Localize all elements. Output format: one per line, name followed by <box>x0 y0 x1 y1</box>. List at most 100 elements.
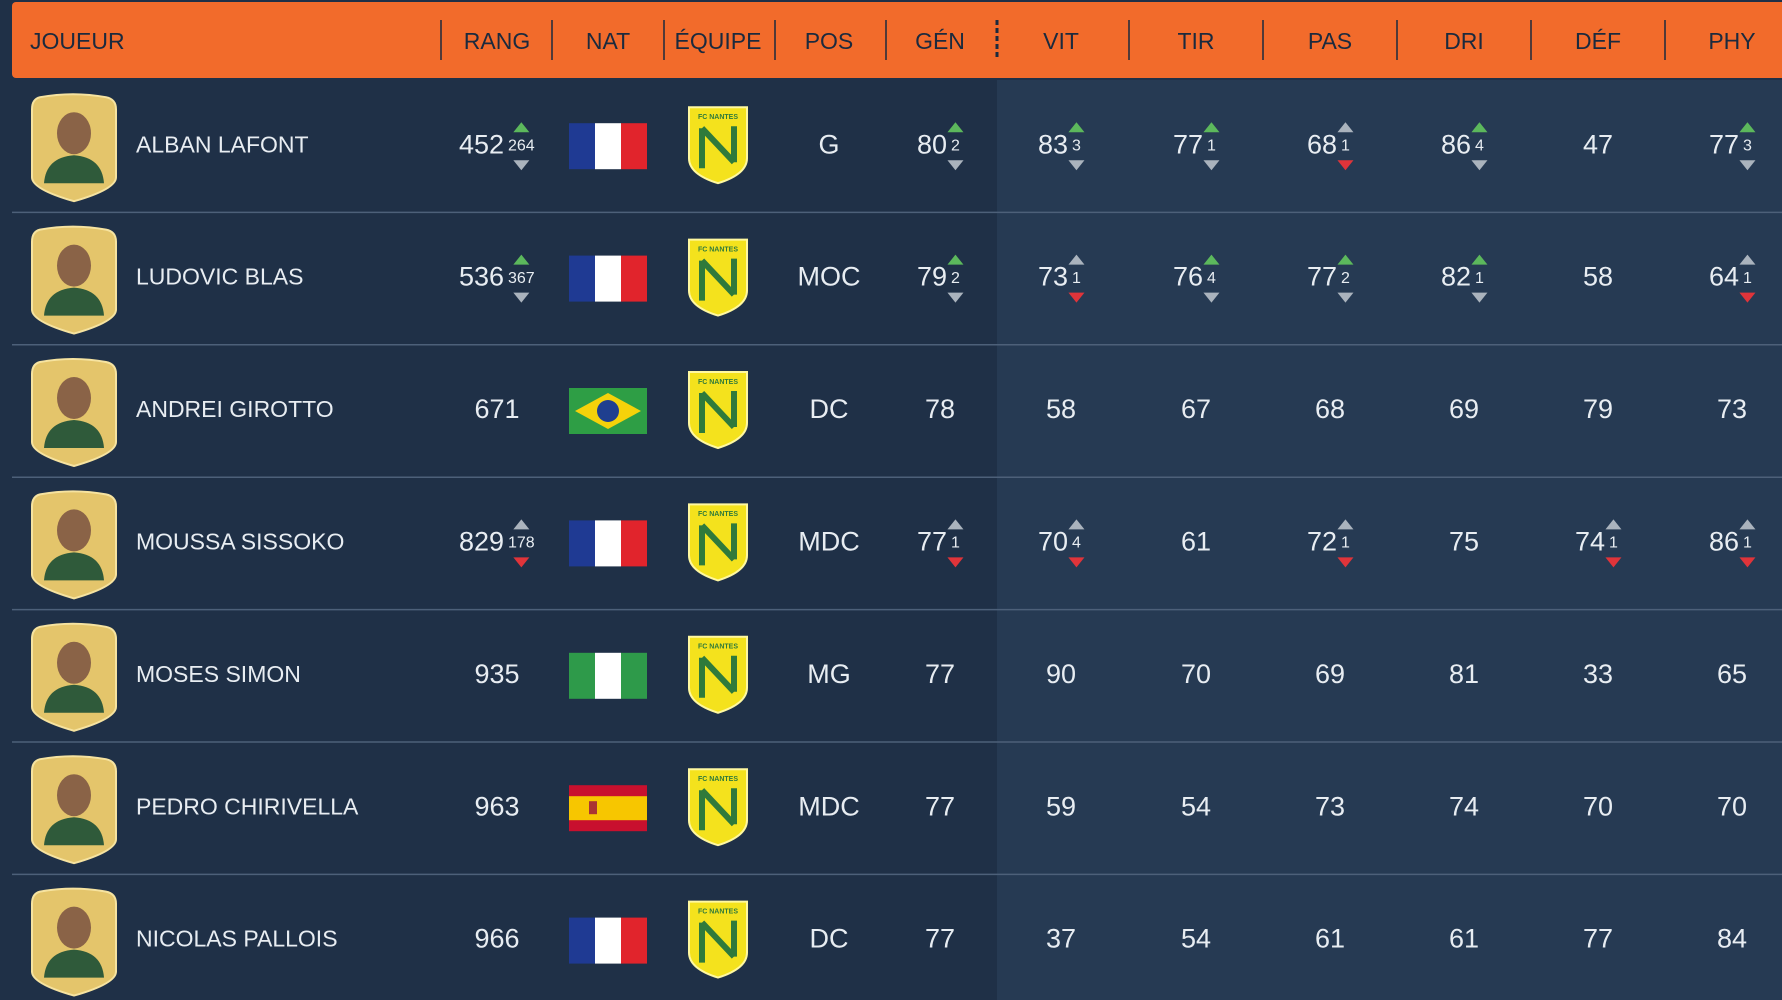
trend-down-arrow <box>1337 160 1354 171</box>
player-card <box>31 490 117 600</box>
position: G <box>818 129 839 159</box>
stat-change: 1 <box>1072 270 1081 287</box>
stat-value: 58 <box>1046 394 1076 424</box>
stat-value: 70 <box>1038 527 1068 557</box>
stat-value: 33 <box>1583 659 1613 689</box>
trend-up-arrow <box>1337 122 1354 133</box>
stat-value: 77 <box>1173 129 1203 159</box>
stat-value: 74 <box>1575 527 1605 557</box>
trend-up-arrow <box>1203 254 1220 265</box>
trend-down-arrow <box>1203 160 1220 171</box>
stats-panel <box>997 80 1782 1000</box>
stat-value: 79 <box>1583 394 1613 424</box>
trend-down-arrow <box>513 292 530 303</box>
stat-value: 77 <box>925 791 955 821</box>
player-name: MOSES SIMON <box>136 661 301 687</box>
stat-value: 75 <box>1449 527 1479 557</box>
badge-text: FC NANTES <box>698 511 738 518</box>
player-shoulders <box>44 684 104 713</box>
stat-change: 2 <box>951 137 960 154</box>
trend-up-arrow <box>513 519 530 530</box>
player-name: ALBAN LAFONT <box>136 131 309 157</box>
club-badge: FC NANTES <box>688 371 748 450</box>
trend-down-arrow <box>1337 557 1354 568</box>
badge-text: FC NANTES <box>698 379 738 386</box>
trend-up-arrow <box>1471 122 1488 133</box>
club-badge: FC NANTES <box>688 106 748 185</box>
badge-n <box>699 390 737 433</box>
trend-up-arrow <box>947 519 964 530</box>
column-header: JOUEUR <box>30 28 125 54</box>
stat-value: 68 <box>1315 394 1345 424</box>
trend-up-arrow <box>1605 519 1622 530</box>
flag-part <box>589 801 597 815</box>
badge-text: FC NANTES <box>698 644 738 651</box>
club-badge: FC NANTES <box>688 900 748 979</box>
stat-value: 86 <box>1441 129 1471 159</box>
position: DC <box>810 924 849 954</box>
player-shoulders <box>44 552 104 581</box>
trend-down-arrow <box>1068 292 1085 303</box>
stat-change: 2 <box>951 270 960 287</box>
stat-value: 935 <box>474 659 519 689</box>
trend-down-arrow <box>947 557 964 568</box>
trend-up-arrow <box>1739 254 1756 265</box>
flag-part <box>595 255 621 302</box>
stat-value: 73 <box>1315 791 1345 821</box>
player-shoulders <box>44 155 104 184</box>
player-name: PEDRO CHIRIVELLA <box>136 793 359 819</box>
club-badge: FC NANTES <box>688 635 748 714</box>
badge-text: FC NANTES <box>698 908 738 915</box>
trend-down-arrow <box>1471 292 1488 303</box>
trend-up-arrow <box>1068 519 1085 530</box>
stat-value: 61 <box>1181 527 1211 557</box>
stat-value: 70 <box>1583 791 1613 821</box>
stat-value: 74 <box>1449 791 1479 821</box>
trend-up-arrow <box>513 254 530 265</box>
stat-value: 68 <box>1307 129 1337 159</box>
flag-part <box>569 917 595 964</box>
stat-change: 1 <box>951 535 960 552</box>
stat-change: 264 <box>508 137 535 154</box>
stat-value: 77 <box>1307 262 1337 292</box>
trend-up-arrow <box>513 122 530 133</box>
flag-part <box>569 255 595 302</box>
stat-change: 2 <box>1341 270 1350 287</box>
stat-value: 452 <box>459 129 504 159</box>
stat-value: 963 <box>474 791 519 821</box>
stat-value: 84 <box>1717 924 1747 954</box>
flag-part <box>595 520 621 567</box>
stat-value: 67 <box>1181 394 1211 424</box>
flag <box>569 123 647 170</box>
player-head <box>57 774 91 817</box>
trend-down-arrow <box>947 292 964 303</box>
stat-value: 536 <box>459 262 504 292</box>
stat-change: 1 <box>1207 137 1216 154</box>
flag-part <box>621 520 647 567</box>
column-header: RANG <box>464 28 530 54</box>
stat-value: 58 <box>1583 262 1613 292</box>
player-name: MOUSSA SISSOKO <box>136 528 344 554</box>
flag-part <box>569 796 647 821</box>
trend-up-arrow <box>1739 122 1756 133</box>
flag <box>569 652 647 699</box>
stat-change: 3 <box>1743 137 1752 154</box>
badge-text: FC NANTES <box>698 114 738 121</box>
stat-value: 90 <box>1046 659 1076 689</box>
position: DC <box>810 394 849 424</box>
stat-value: 37 <box>1046 924 1076 954</box>
club-badge: FC NANTES <box>688 238 748 317</box>
stat-value: 81 <box>1449 659 1479 689</box>
stat-change: 4 <box>1072 535 1081 552</box>
stat-change: 4 <box>1475 137 1484 154</box>
badge-n <box>699 258 737 301</box>
stat-value: 69 <box>1449 394 1479 424</box>
column-header: TIR <box>1177 28 1214 54</box>
stat-value: 76 <box>1173 262 1203 292</box>
trend-up-arrow <box>1739 519 1756 530</box>
player-card <box>31 622 117 732</box>
player-name: LUDOVIC BLAS <box>136 264 303 290</box>
stat-value: 86 <box>1709 527 1739 557</box>
stat-value: 77 <box>1709 129 1739 159</box>
